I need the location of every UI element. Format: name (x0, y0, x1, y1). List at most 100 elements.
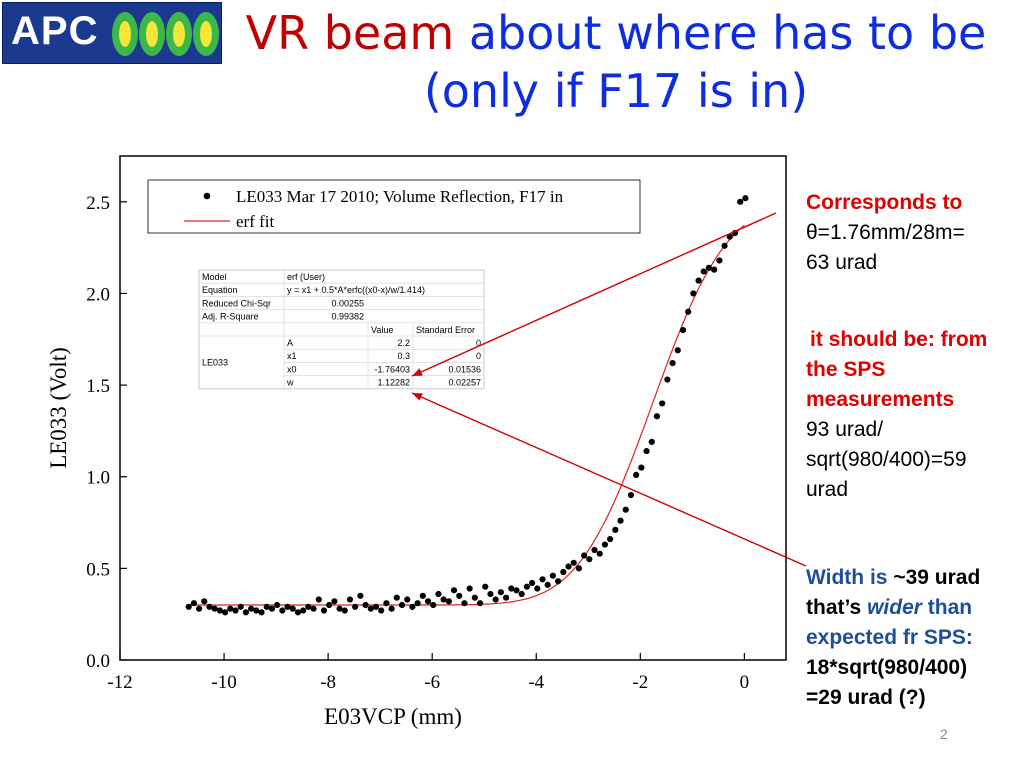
data-point (372, 603, 380, 610)
table-cell: 0.02257 (448, 378, 481, 388)
data-point (487, 590, 494, 598)
data-point (315, 596, 322, 603)
data-point (523, 583, 530, 590)
note-width-value: ~39 urad (893, 566, 981, 589)
data-point (398, 601, 406, 609)
data-point (705, 264, 713, 271)
note-expected-line4: 93 urad/ (806, 418, 884, 441)
data-point (185, 603, 192, 610)
data-point (263, 603, 270, 610)
data-point (300, 607, 307, 614)
table-cell: y = x1 + 0.5*A*erfc((x0-x)/w/1.414) (287, 285, 425, 295)
data-point (586, 556, 593, 563)
legend-label-data: LE033 Mar 17 2010; Volume Reflection, F1… (236, 187, 564, 206)
arrow-w (411, 392, 807, 567)
note-expected-heading: it should be: from (810, 328, 988, 351)
data-point (331, 598, 338, 605)
table-cell: A (287, 338, 293, 348)
data-point (336, 605, 343, 612)
data-point (232, 607, 239, 614)
data-point (404, 596, 411, 603)
title-rest: about where has to be (only if F17 is in… (423, 6, 987, 118)
data-point (674, 347, 681, 354)
note-width-thats: that’s (806, 596, 862, 619)
note-width-line5: =29 urad (?) (806, 686, 926, 709)
data-point (409, 603, 416, 610)
table-cell: 0.3 (397, 351, 410, 361)
table-cell: Standard Error (416, 325, 475, 335)
arrow-x0 (411, 212, 777, 377)
note-width-line3: expected fr SPS: (806, 626, 973, 649)
note-width-line2: that’s wider than (806, 593, 1022, 623)
x-tick-label: -8 (320, 672, 336, 693)
data-point (737, 198, 744, 205)
data-point (695, 277, 702, 284)
data-point (638, 464, 645, 471)
data-point (581, 552, 588, 559)
data-point (357, 592, 364, 599)
data-point (565, 563, 572, 570)
data-point (346, 596, 354, 603)
y-tick-label: 1.0 (86, 468, 110, 489)
note-expected-line6: urad (806, 478, 849, 501)
note-width: Width is ~39 urad that’s wider than expe… (806, 563, 1022, 713)
data-point (742, 195, 749, 202)
x-axis-label: E03VCP (mm) (324, 704, 462, 729)
data-point (497, 589, 504, 596)
page-number: 2 (940, 726, 948, 742)
plot-frame (119, 155, 787, 661)
table-cell: 0 (476, 351, 481, 361)
table-cell: Equation (202, 285, 238, 295)
note-width-wider: wider (867, 596, 922, 619)
data-point (544, 581, 551, 588)
data-point (289, 605, 296, 612)
data-point (445, 598, 452, 605)
x-tick-label: -2 (632, 672, 648, 693)
x-tick-label: -12 (107, 672, 132, 693)
note-corresponds-value: 63 urad (806, 251, 878, 274)
data-point (466, 585, 473, 592)
data-point (222, 609, 229, 616)
table-cell: Value (371, 325, 393, 335)
data-point (424, 598, 432, 605)
data-point (383, 600, 390, 607)
table-cell: 0.01536 (448, 364, 481, 374)
data-point (596, 550, 603, 557)
slide-title: VR beam about where has to be (only if F… (226, 4, 1006, 120)
y-axis-label: LE033 (Volt) (46, 347, 71, 469)
data-point (607, 535, 614, 543)
x-tick-label: -4 (528, 672, 544, 693)
y-tick-label: 2.0 (86, 284, 110, 305)
note-corresponds: Corresponds to θ=1.76mm/28m= 63 urad (806, 188, 1022, 278)
data-point (685, 308, 692, 315)
data-point (440, 596, 447, 603)
data-point (539, 576, 546, 583)
data-point (190, 600, 197, 607)
table-cell: 1.12282 (377, 378, 410, 388)
note-width-line4: 18*sqrt(980/400) (806, 656, 968, 679)
logo-text: APC (11, 9, 99, 53)
note-width-label: Width is (806, 566, 888, 589)
table-cell: 0.99382 (331, 312, 364, 322)
data-point (450, 587, 458, 594)
data-point (669, 359, 676, 367)
data-point (430, 601, 437, 609)
data-point (367, 605, 374, 612)
data-point (482, 583, 489, 590)
data-point (456, 592, 463, 599)
table-cell: w (286, 378, 294, 388)
note-expected: it should be: from the SPS measurements … (806, 325, 1022, 505)
note-expected-line3: measurements (806, 388, 955, 411)
table-cell: erf (User) (287, 272, 325, 282)
legend-dot-icon (203, 192, 211, 200)
data-point (237, 603, 244, 610)
data-point (310, 605, 317, 612)
table-cell: 2.2 (397, 338, 410, 348)
data-point (711, 266, 718, 273)
legend-label-fit: erf fit (236, 212, 275, 231)
data-point (508, 585, 515, 592)
data-point (419, 592, 426, 599)
data-point (528, 579, 536, 587)
x-tick-label: 0 (740, 672, 750, 693)
data-point (435, 590, 442, 598)
